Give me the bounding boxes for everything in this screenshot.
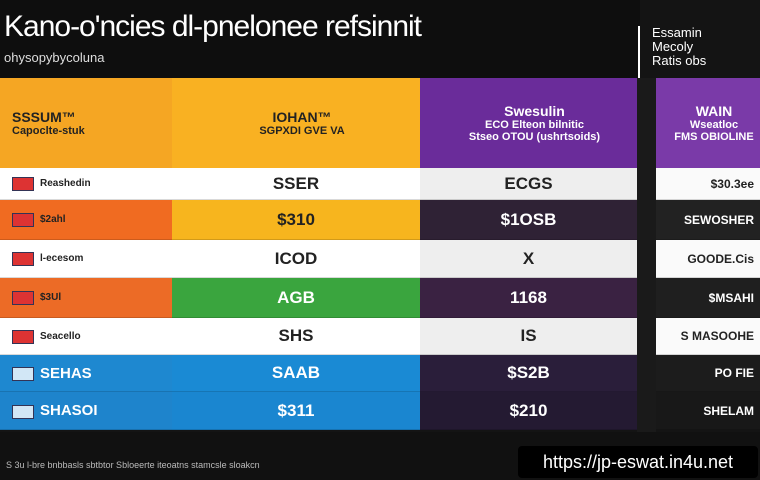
table-cell: GOODE.Cis [656, 240, 760, 278]
column-header: SSSUM™ Capoclte-stuk [0, 78, 172, 168]
flag-icon [12, 366, 34, 381]
table-cell: ECGS [420, 168, 637, 200]
table-cell: $1OSB [420, 200, 637, 240]
flag-icon [12, 252, 34, 266]
table-cell: SSER [172, 168, 420, 200]
flag-icon [12, 405, 34, 419]
footer: S 3u l-bre bnbbasls sbtbtor Sbloeerte it… [0, 432, 760, 480]
header-line: Capoclte-stuk [12, 125, 85, 137]
watermark: https://jp-eswat.in4u.net [518, 446, 758, 478]
header-line: SSSUM™ [12, 109, 76, 125]
corner-line: Essamin [652, 25, 702, 40]
column-header: WAIN Wseatloc FMS OBIOLINE [656, 78, 760, 168]
table-cell: $30.3ee [656, 168, 760, 200]
header-line: Stseo OTOU (ushrtsoids) [468, 131, 601, 143]
table-cell: PO FIE [656, 355, 760, 392]
corner-box: Essamin Mecoly Ratis obs [638, 26, 760, 78]
column-gap [637, 78, 656, 432]
subtitle: ohysopybycoluna [4, 50, 105, 65]
corner-line: Mecoly [652, 39, 694, 54]
header-line: Swesulin [504, 103, 565, 119]
column-header: IOHAN™ SGPXDI GVE VA [172, 78, 420, 168]
table-cell: SAAB [172, 355, 420, 392]
table-cell: X [420, 240, 637, 278]
flag-icon [12, 329, 34, 344]
header-bar: Kano-o'ncies dl-pnelonee refsinnit ohyso… [0, 0, 640, 78]
header-line: IOHAN™ [272, 109, 332, 125]
header-line: ECO Elteon bilnitic [484, 119, 584, 131]
table-cell: ICOD [172, 240, 420, 278]
table-cell: SHELAM [656, 392, 760, 430]
flag-icon [12, 177, 34, 191]
table-cell: $310 [172, 200, 420, 240]
header-line: SGPXDI GVE VA [259, 125, 345, 137]
header-line: Wseatloc [689, 119, 739, 131]
table-cell: IS [420, 318, 637, 355]
table-cell: 1168 [420, 278, 637, 318]
flag-icon [12, 213, 34, 227]
table-cell: $S2B [420, 355, 637, 392]
table-cell: SHS [172, 318, 420, 355]
table-cell: $210 [420, 392, 637, 430]
flag-icon [12, 291, 34, 305]
table-cell: SEWOSHER [656, 200, 760, 240]
table-cell: $MSAHI [656, 278, 760, 318]
column-header: Swesulin ECO Elteon bilnitic Stseo OTOU (u… [420, 78, 637, 168]
table-cell: AGB [172, 278, 420, 318]
header-line: FMS OBIOLINE [674, 131, 754, 143]
footer-text: S 3u l-bre bnbbasls sbtbtor Sbloeerte it… [6, 460, 260, 470]
table-cell: $311 [172, 392, 420, 430]
corner-line: Ratis obs [652, 53, 707, 68]
title: Kano-o'ncies dl-pnelonee refsinnit [4, 10, 422, 43]
table-cell: S MASOOHE [656, 318, 760, 355]
header-line: WAIN [695, 103, 733, 119]
